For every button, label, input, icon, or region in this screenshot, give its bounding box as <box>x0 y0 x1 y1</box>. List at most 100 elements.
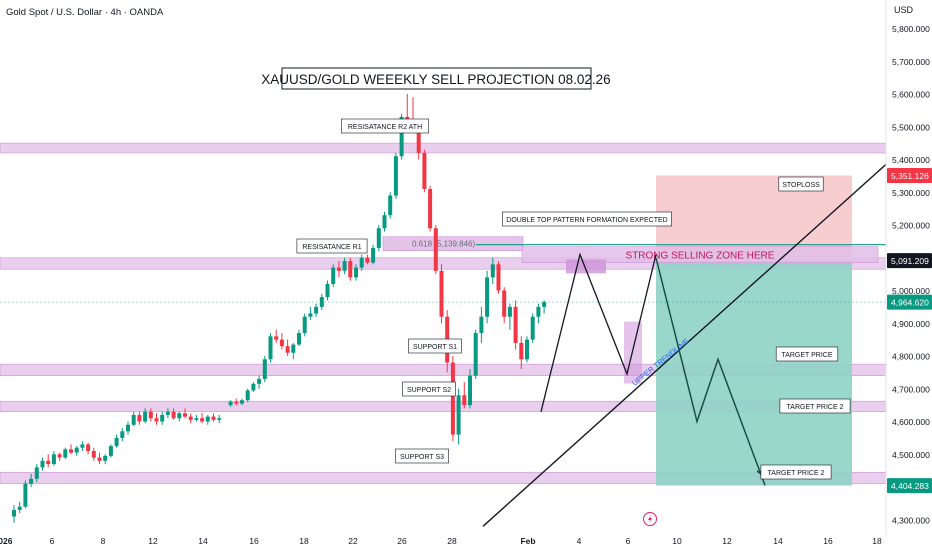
x-tick-label: 18 <box>872 536 882 546</box>
price-tag <box>887 478 932 494</box>
candle-body <box>268 336 273 360</box>
currency-label[interactable]: USD <box>894 5 914 15</box>
candle-body <box>519 342 524 360</box>
y-tick-label: 5,800.000 <box>892 24 930 34</box>
y-tick-label: 4,700.000 <box>892 384 930 394</box>
candle-body <box>308 313 313 317</box>
x-tick-label: 28 <box>447 536 457 546</box>
fib-box <box>382 236 524 252</box>
candle-body <box>542 301 547 307</box>
candle-body <box>245 390 250 401</box>
y-tick-label: 4,800.000 <box>892 352 930 362</box>
lightning-icon[interactable] <box>643 512 657 526</box>
y-tick-label: 4,500.000 <box>892 450 930 460</box>
candle-body <box>103 455 108 461</box>
candle-body <box>177 413 182 419</box>
price-tag-label: 5,091.209 <box>891 256 929 266</box>
candle-body <box>285 346 290 353</box>
zone-label-box <box>408 338 462 354</box>
candle-body <box>165 411 170 415</box>
target-price-label: TARGET PRICE <box>781 352 832 359</box>
zone-label-box <box>340 118 429 134</box>
candle-body <box>388 195 393 216</box>
candle-body <box>399 116 404 157</box>
candle-body <box>485 277 490 317</box>
candle-body <box>359 257 364 268</box>
x-tick-label: 14 <box>198 536 208 546</box>
candle-body <box>29 478 34 484</box>
candle-body <box>468 375 472 406</box>
target-price-3-label: TARGET PRICE 2 <box>768 470 825 477</box>
candle-body <box>302 316 307 334</box>
candle-body <box>120 431 125 438</box>
x-tick-label: 18 <box>299 536 309 546</box>
candle-body <box>91 450 96 458</box>
candle-body <box>433 228 438 271</box>
candle-body <box>51 454 56 465</box>
candle-body <box>416 126 421 153</box>
candle-body <box>154 418 159 422</box>
candle-body <box>490 264 495 278</box>
candle-body <box>57 454 62 458</box>
target-price-label-box <box>775 346 839 362</box>
x-tick-label: 12 <box>722 536 732 546</box>
zone-band <box>0 142 887 154</box>
x-tick-label: 2026 <box>0 536 13 546</box>
zone-label: RESISATANCE R1 <box>302 244 361 251</box>
zone-label-box <box>296 238 368 254</box>
candle-body <box>536 306 541 317</box>
x-tick-label: 14 <box>773 536 783 546</box>
zone-label: RESISATANCE R2 ATH <box>348 124 422 131</box>
candle-body <box>46 460 51 465</box>
x-tick-label: Feb <box>520 536 535 546</box>
candle-body <box>530 316 535 340</box>
projection-path <box>655 257 766 486</box>
price-axis-panel <box>886 0 932 550</box>
x-tick-label: 12 <box>148 536 158 546</box>
price-tag-label: 5,351.126 <box>891 171 929 181</box>
candle-body <box>376 228 381 248</box>
candle-body <box>262 359 267 379</box>
selling-zone-label: STRONG SELLING ZONE HERE <box>626 251 775 262</box>
candle-body <box>342 261 347 271</box>
candle-body <box>479 316 484 334</box>
fib-label: 0.618 (5,139.846) <box>412 240 475 249</box>
target-price-2-label-box <box>779 398 851 414</box>
candle-body <box>450 362 455 435</box>
candle-body <box>354 267 358 278</box>
candle-body <box>314 306 319 314</box>
x-tick-label: 16 <box>823 536 833 546</box>
candle-body <box>439 270 444 317</box>
candle-body <box>279 339 284 347</box>
candle-body <box>228 401 233 406</box>
zone-label-box <box>402 381 456 397</box>
candle-body <box>382 215 387 229</box>
candle-body <box>131 414 136 425</box>
candle-body <box>297 333 301 345</box>
zone-label: SUPPORT S2 <box>407 387 451 394</box>
x-tick-label: 4 <box>577 536 582 546</box>
candle-body <box>348 261 353 278</box>
candle-body <box>211 416 216 420</box>
candle-body <box>205 416 210 422</box>
candle-body <box>325 283 330 298</box>
x-tick-label: 26 <box>397 536 407 546</box>
chart-title: XAUUSD/GOLD WEEEKLY SELL PROJECTION 08.0… <box>261 72 610 87</box>
candle-body <box>422 152 427 189</box>
candle-body <box>17 506 22 510</box>
candle-body <box>473 333 478 376</box>
y-tick-label: 5,200.000 <box>892 221 930 231</box>
y-tick-label: 4,600.000 <box>892 417 930 427</box>
candle-body <box>63 449 68 458</box>
zone-label: SUPPORT S1 <box>413 344 457 351</box>
double-top-label-box <box>502 211 672 227</box>
candle-body <box>513 306 518 343</box>
candle-body <box>34 467 39 479</box>
x-tick-label: 6 <box>50 536 55 546</box>
zone-label-box <box>395 448 449 464</box>
y-tick-label: 5,600.000 <box>892 90 930 100</box>
candle-body <box>257 378 262 384</box>
candle-body <box>496 264 501 291</box>
